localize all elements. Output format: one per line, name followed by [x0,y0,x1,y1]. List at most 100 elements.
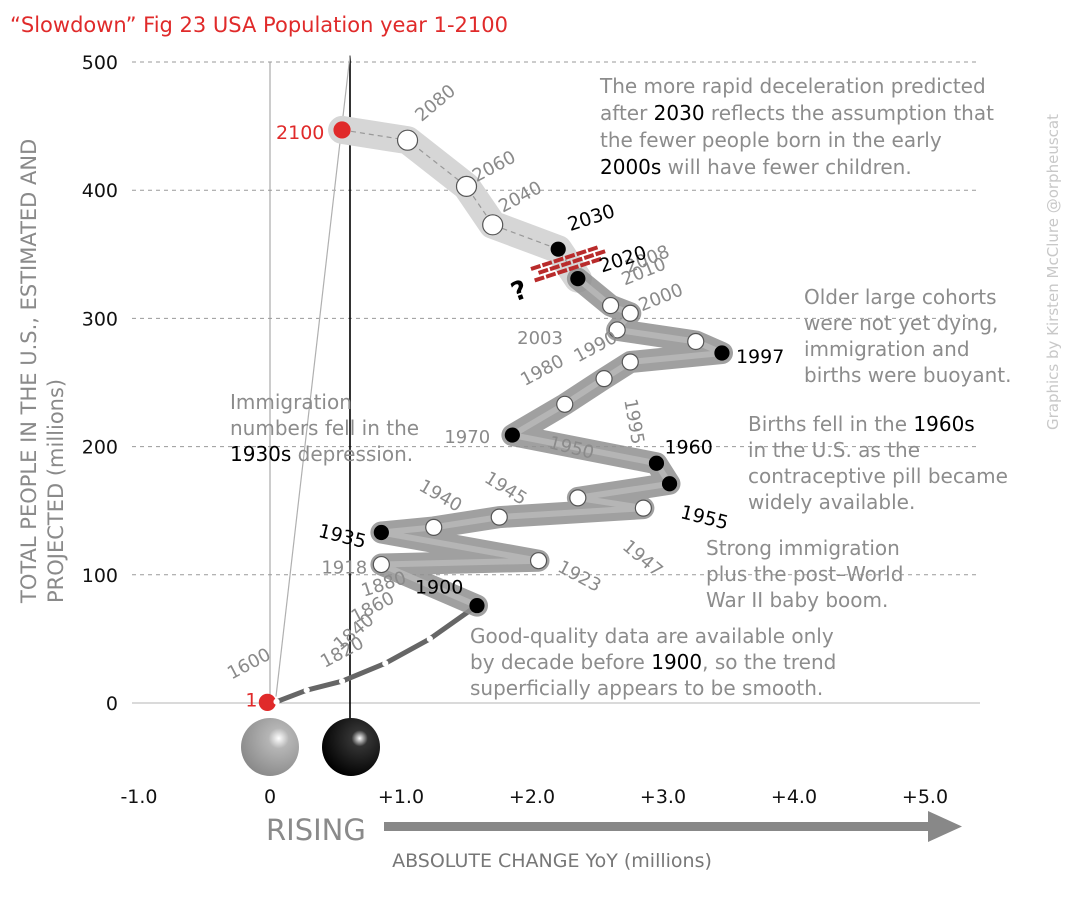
annotation-fragment: after [600,101,654,125]
y-tick-label: 100 [82,565,118,587]
annotation-good_quality-line-1: Good-quality data are available only [470,624,834,648]
data-point-1820 [303,687,310,694]
x-tick-label: +3.0 [640,786,686,808]
y-tick-label: 400 [82,180,118,202]
x-tick-label: +1.0 [378,786,424,808]
data-point-1945 [490,508,508,526]
hatch-brick [560,260,572,268]
hatch-brick [534,275,545,283]
question-mark: ? [507,275,531,308]
data-point-1995 [621,353,639,371]
data-point-1950 [569,489,587,507]
annotation-fragment: War II baby boom. [706,588,888,612]
year-label-1940: 1940 [415,476,465,517]
x-axis-title: ABSOLUTE CHANGE YoY (millions) [392,850,712,872]
rising-arrow-head [928,811,962,842]
annotation-fragment: contraceptive pill became [748,464,1008,488]
annotation-fragment: 2030 [654,101,705,125]
x-direction-label: RISING [266,813,366,847]
annotation-fragment: reflects the assumption that [705,101,995,125]
y-axis-title-line1: TOTAL PEOPLE IN THE U.S., ESTIMATED AND [17,139,41,604]
annotation-good_quality-line-2: by decade before 1900, so the trend [470,650,836,674]
year-label-2003: 2003 [517,328,563,349]
x-tick-label: +4.0 [771,786,817,808]
x-tick-label: 0 [264,786,276,808]
chart-title: “Slowdown” Fig 23 USA Population year 1-… [10,13,508,37]
annotation-births_fell-line-3: contraceptive pill became [748,464,1008,488]
annotation-immigration_fell-line-3: 1930s depression. [230,442,413,466]
hatch-brick [568,264,580,272]
data-point-2080 [396,129,419,151]
year-label-2030: 2030 [565,200,618,236]
y-tick-label: 300 [82,308,118,330]
annotation-deceleration-line-3: the fewer people born in the early [600,128,942,152]
year-label-1950: 1950 [547,432,597,463]
year-label-1: 1 [245,689,257,711]
anchor-diagonal [275,55,351,697]
data-point-2060 [455,175,478,197]
grid-lines [132,55,980,730]
annotation-fragment: 1960s [913,412,974,436]
annotation-births_fell: Births fell in the 1960s in the U.S. as t… [748,412,1008,514]
y-tick-label: 500 [82,52,118,74]
year-label-1970: 1970 [444,427,490,448]
transition-hatch [530,245,606,283]
hatch-brick [579,260,591,268]
data-point-1918 [372,555,390,574]
annotation-fragment: immigration and [804,337,970,361]
data-point-1923 [529,552,548,570]
data-point-1960 [648,455,665,471]
year-label-1960: 1960 [664,436,712,458]
data-point-2003 [608,321,626,339]
year-label-1923: 1923 [554,557,604,597]
year-label-1955: 1955 [678,501,730,534]
annotation-fragment: , so the trend [702,650,836,674]
year-label-1945: 1945 [481,468,531,510]
annotation-deceleration-line-2: after 2030 reflects the assumption that [600,101,994,125]
y-tick-label: 200 [82,437,118,459]
data-point-1980 [556,395,574,413]
data-point-2030 [550,241,566,257]
x-tick-label: +2.0 [509,786,555,808]
annotation-good_quality-line-3: superficially appears to be smooth. [470,676,823,700]
annotation-fragment: births were buoyant. [804,363,1011,387]
data-point-1880 [426,635,433,643]
rising-arrow-shaft [384,822,932,831]
estimated-band-highlight [378,275,725,609]
annotation-deceleration: The more rapid deceleration predicted aft… [599,74,994,179]
data-point-1840 [338,678,346,685]
data-point-1 [258,693,276,711]
annotation-fragment: numbers fell in the [230,416,419,440]
year-label-1980: 1980 [517,351,567,391]
hatch-brick [594,249,606,257]
annotation-fragment: 1930s [230,442,291,466]
annotation-fragment: the fewer people born in the early [600,128,942,152]
x-tick-label: +5.0 [902,786,948,808]
y-axis-title-line2: PROJECTED (millions) [44,379,68,603]
hatch-brick [541,260,553,268]
annotation-fragment: Immigration [230,390,352,414]
hatch-brick [576,249,587,257]
annotation-older_cohorts-line-1: Older large cohorts [804,285,997,309]
hatch-brick [587,245,599,253]
annotation-fragment: widely available. [748,490,915,514]
year-label-1918: 1918 [321,558,367,579]
projected-band [328,115,592,293]
hatch-brick [556,268,568,275]
data-point-2000 [687,332,705,351]
black-sphere [322,718,380,776]
annotation-strong_immigration-line-1: Strong immigration [706,536,900,560]
annotation-fragment: plus the post–World [706,562,903,586]
annotation-older_cohorts-line-3: immigration and [804,337,970,361]
annotation-fragment: will have fewer children. [661,155,911,179]
annotation-fragment: were not yet dying, [804,311,998,335]
annotations: The more rapid deceleration predicted aft… [230,74,1062,700]
annotation-older_cohorts-line-4: births were buoyant. [804,363,1011,387]
hatch-brick [572,256,583,264]
data-point-1900 [469,597,485,614]
annotation-fragment: by decade before [470,650,651,674]
data-point-1600 [273,698,280,705]
year-label-1600: 1600 [224,644,274,684]
hatch-brick [564,252,576,260]
